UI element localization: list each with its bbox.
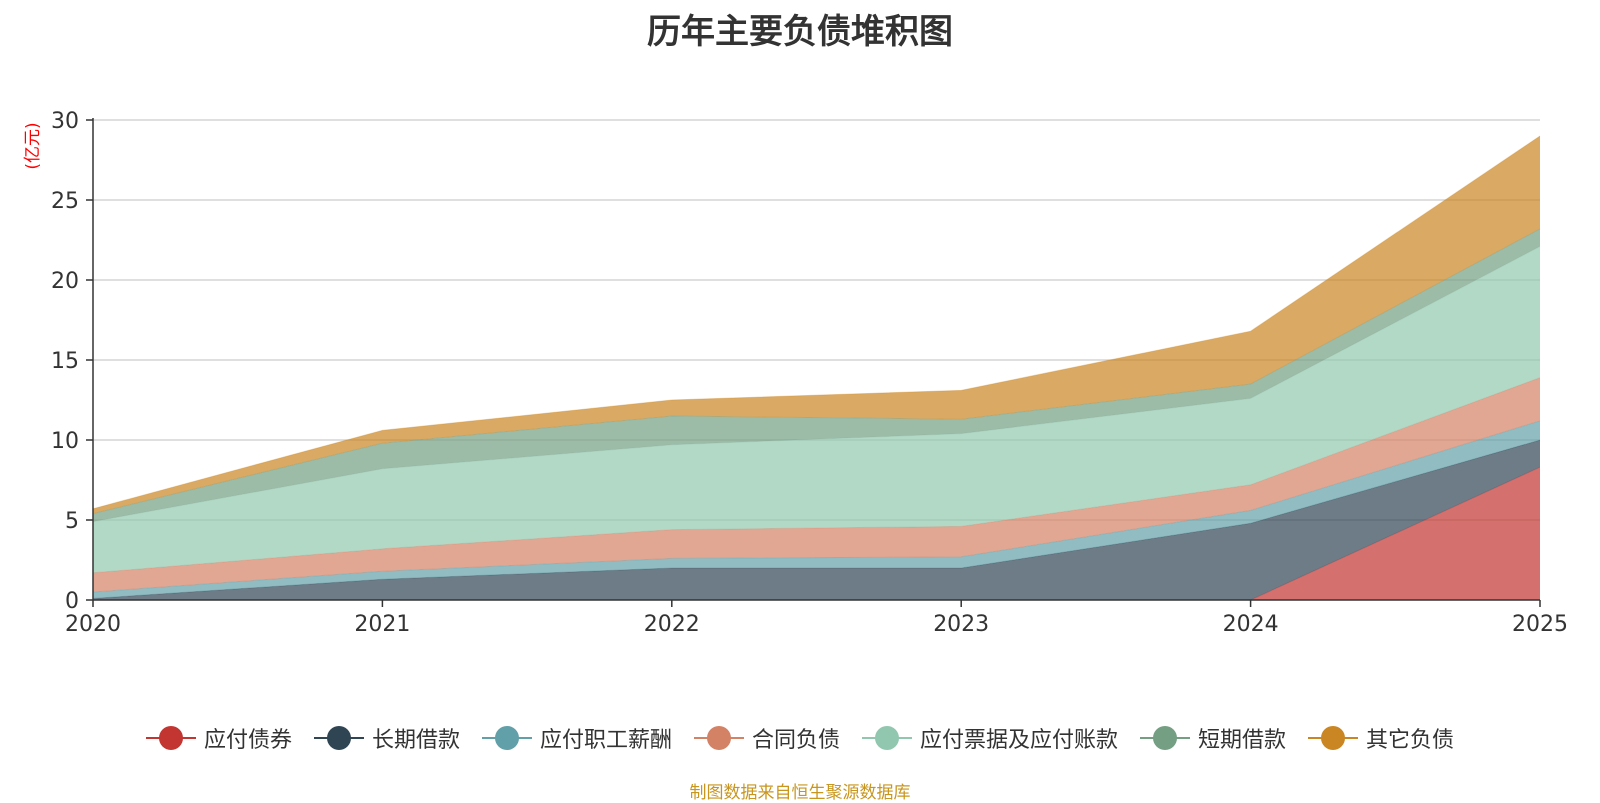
area-edge-6 — [92, 135, 1541, 510]
legend-marker — [693, 726, 744, 750]
legend-label: 短期借款 — [1198, 728, 1287, 753]
legend-marker — [313, 726, 364, 750]
x-tick-label: 2023 — [933, 612, 989, 637]
x-tick-label: 2022 — [644, 612, 700, 637]
area-series-2 — [93, 420, 1540, 599]
legend-item[interactable]: 合同负债 — [693, 722, 840, 754]
legend-item[interactable]: 长期借款 — [313, 722, 460, 754]
x-tick-label: 2021 — [354, 612, 410, 637]
legend: 应付债券 长期借款 应付职工薪酬 合同负债 应付票据及应付账款 短期借款 其它负债 — [0, 718, 1600, 758]
area-series-1 — [93, 440, 1540, 600]
area-series-6 — [93, 136, 1540, 514]
y-axis-label: (亿元) — [23, 122, 43, 169]
legend-label: 应付债券 — [203, 728, 292, 753]
legend-label: 应付职工薪酬 — [539, 728, 672, 753]
area-edge-4 — [92, 245, 1541, 523]
legend-item[interactable]: 应付票据及应付账款 — [862, 722, 1118, 754]
legend-item[interactable]: 短期借款 — [1140, 722, 1286, 754]
x-tick-label: 2020 — [65, 612, 121, 637]
y-tick-label: 15 — [51, 349, 79, 374]
chart-title: 历年主要负债堆积图 — [647, 12, 953, 52]
y-tick-label: 10 — [51, 429, 79, 454]
area-series-0 — [93, 467, 1540, 600]
legend-marker — [1308, 726, 1359, 750]
legend-item[interactable]: 其它负债 — [1308, 722, 1454, 754]
y-tick-label: 20 — [51, 269, 79, 294]
legend-label: 其它负债 — [1366, 728, 1455, 753]
area-series-4 — [93, 246, 1540, 573]
legend-marker — [481, 726, 532, 750]
legend-marker — [145, 726, 196, 750]
source-note: 制图数据来自恒生聚源数据库 — [689, 783, 911, 803]
x-tick-label: 2024 — [1223, 612, 1279, 637]
legend-label: 长期借款 — [371, 728, 460, 753]
y-tick-label: 0 — [65, 589, 79, 614]
legend-label: 合同负债 — [751, 728, 840, 753]
y-tick-label: 5 — [65, 509, 79, 534]
area-series-5 — [93, 228, 1540, 522]
y-tick-label: 30 — [51, 109, 79, 134]
legend-marker — [1140, 726, 1191, 750]
legend-label: 应付票据及应付账款 — [920, 728, 1119, 753]
x-tick-label: 2025 — [1512, 612, 1568, 637]
legend-marker — [862, 726, 912, 750]
legend-item[interactable]: 应付职工薪酬 — [481, 722, 672, 754]
legend-item[interactable]: 应付债券 — [145, 722, 292, 754]
area-layer — [92, 135, 1541, 601]
axes — [86, 118, 1541, 607]
y-tick-label: 25 — [51, 189, 79, 214]
